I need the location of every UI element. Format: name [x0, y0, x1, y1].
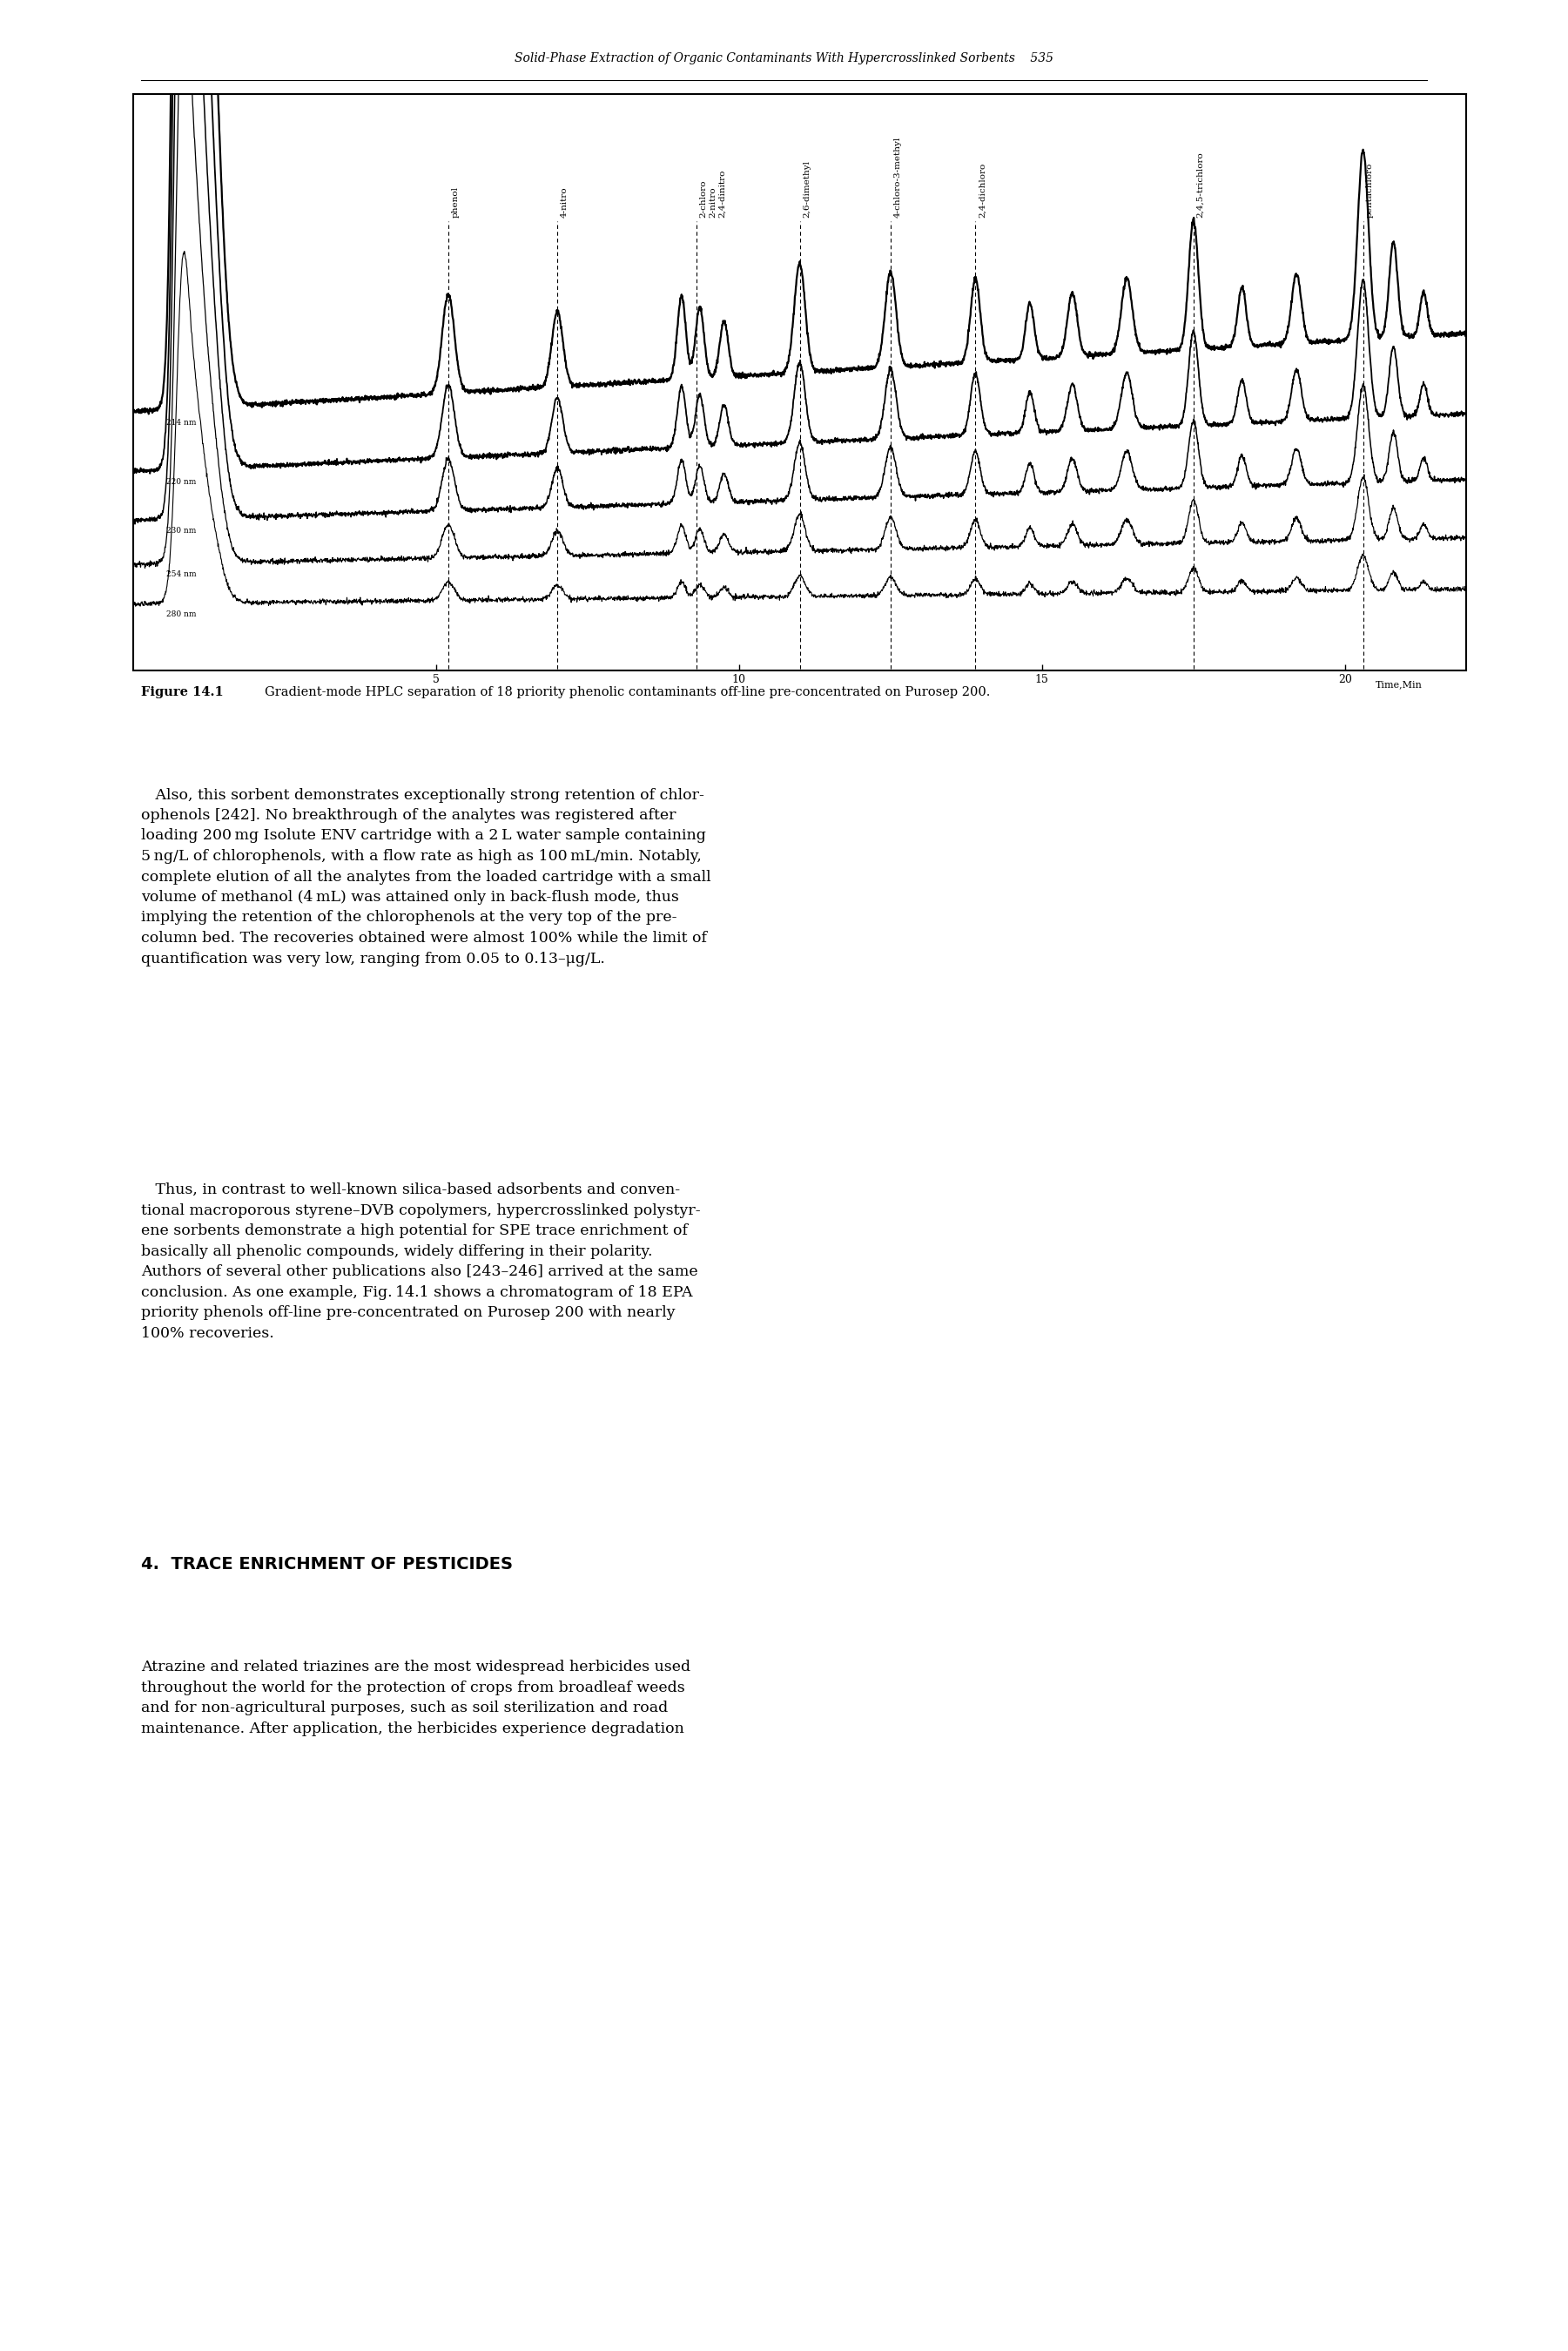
Text: Solid-Phase Extraction of Organic Contaminants With Hypercrosslinked Sorbents   : Solid-Phase Extraction of Organic Contam…	[514, 52, 1054, 66]
Text: 2,6-dimethyl: 2,6-dimethyl	[803, 160, 811, 219]
Text: 2-chloro
2-nitro
2,4-dinitro: 2-chloro 2-nitro 2,4-dinitro	[699, 169, 726, 219]
Text: 220 nm: 220 nm	[166, 477, 196, 487]
Text: phenol: phenol	[452, 186, 459, 219]
Text: 254 nm: 254 nm	[166, 571, 196, 578]
Text: 214 nm: 214 nm	[166, 418, 196, 426]
Text: pentachloro: pentachloro	[1366, 162, 1374, 219]
Text: 2,4,5-trichloro: 2,4,5-trichloro	[1196, 153, 1204, 219]
Text: 4.  TRACE ENRICHMENT OF PESTICIDES: 4. TRACE ENRICHMENT OF PESTICIDES	[141, 1556, 513, 1573]
Text: Also, this sorbent demonstrates exceptionally strong retention of chlor-
ophenol: Also, this sorbent demonstrates exceptio…	[141, 788, 710, 966]
Text: 4-nitro: 4-nitro	[560, 188, 568, 219]
Text: Atrazine and related triazines are the most widespread herbicides used
throughou: Atrazine and related triazines are the m…	[141, 1660, 690, 1735]
Text: 230 nm: 230 nm	[166, 527, 196, 536]
Text: Time,Min: Time,Min	[1375, 682, 1422, 689]
Text: 20: 20	[1355, 672, 1367, 684]
Text: 4-chloro-3-methyl: 4-chloro-3-methyl	[894, 136, 902, 219]
Text: Thus, in contrast to well-known silica-based adsorbents and conven-
tional macro: Thus, in contrast to well-known silica-b…	[141, 1183, 701, 1340]
Text: 2,4-dichloro: 2,4-dichloro	[978, 162, 986, 219]
Text: 280 nm: 280 nm	[166, 611, 196, 618]
Text: Figure 14.1: Figure 14.1	[141, 686, 224, 698]
Text: Gradient-mode HPLC separation of 18 priority phenolic contaminants off-line pre-: Gradient-mode HPLC separation of 18 prio…	[265, 686, 991, 698]
